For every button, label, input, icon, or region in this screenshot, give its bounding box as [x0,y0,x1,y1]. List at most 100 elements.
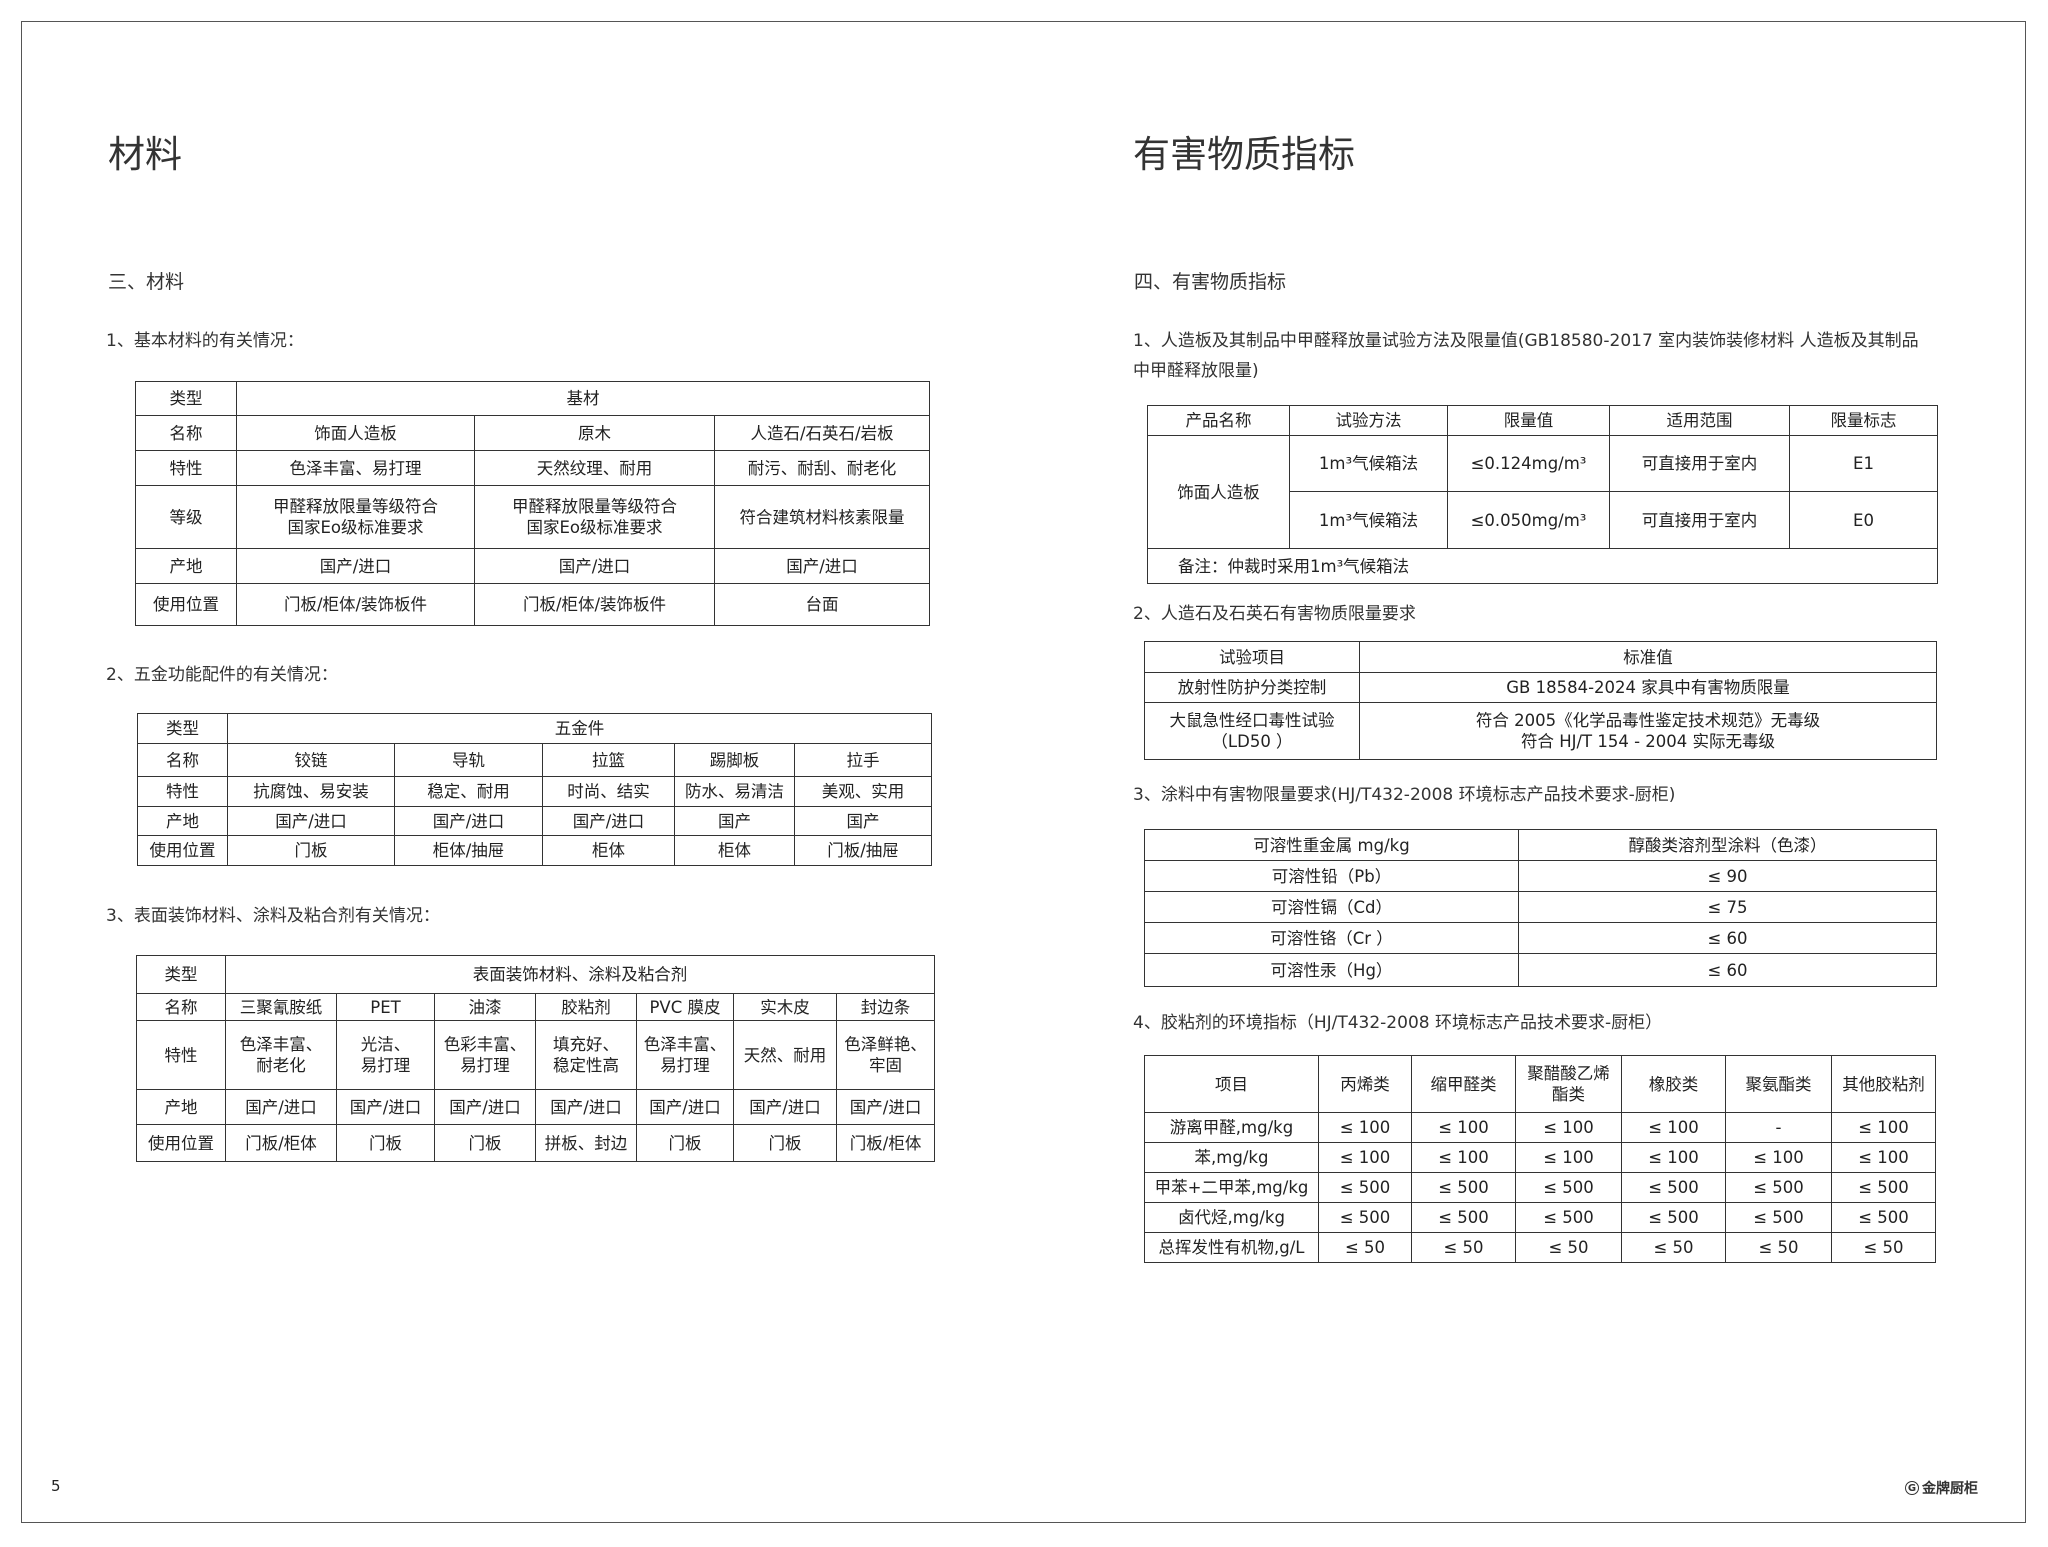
table-cell: 饰面人造板 [1147,435,1290,549]
table-cell: 使用位置 [136,1124,226,1162]
table-cell: 门板/柜体/装饰板件 [474,583,715,626]
table-cell: PVC 膜皮 [636,993,734,1021]
table-cell: 备注：仲裁时采用1m³气候箱法 [1147,548,1938,584]
formaldehyde-heading-line1: 1、人造板及其制品中甲醛释放量试验方法及限量值(GB18580-2017 室内装… [1133,331,1919,351]
table-cell: 符合建筑材料核素限量 [713,485,931,549]
table-cell: 产地 [135,548,237,584]
table-cell: 拉篮 [542,743,675,777]
table-cell: ≤ 500 [1725,1172,1832,1203]
table-cell: 胶粘剂 [535,993,637,1021]
table-cell: 拼板、封边 [535,1124,637,1162]
table-cell: 游离甲醛,mg/kg [1144,1112,1319,1143]
header-cell: 试验方法 [1289,405,1448,436]
table-cell: 甲醛释放限量等级符合 国家Eo级标准要求 [236,485,475,549]
table-cell: 拉手 [793,743,933,777]
table-cell: 铰链 [227,743,395,777]
table-cell: ≤ 100 [1831,1112,1936,1143]
hardware-table: 类型 五金件 名称 铰链 导轨 拉篮 踢脚板 拉手 特性 抗腐蚀、易安装 稳定、耐用 时尚、结实 防水、… [137,713,933,866]
table-cell: 国产/进口 [474,548,715,584]
table-cell: 特性 [137,776,228,807]
table-cell: 色泽鲜艳、 牢固 [835,1020,936,1090]
table-cell: 油漆 [434,993,536,1021]
table-cell: 可溶性铅（Pb） [1144,860,1519,892]
hardware-heading: 2、五金功能配件的有关情况： [106,665,338,685]
table-cell: ≤ 500 [1621,1172,1726,1203]
header-cell: 基材 [235,381,931,416]
basic-materials-heading: 1、基本材料的有关情况： [106,331,304,351]
header-cell: 类型 [137,713,228,744]
header-cell: 产品名称 [1147,405,1290,436]
table-cell: ≤ 100 [1621,1112,1726,1143]
table-cell: 国产/进口 [227,806,395,836]
table-cell: 国产/进口 [542,806,675,836]
table-header-row: 类型 表面装饰材料、涂料及粘合剂 [136,955,936,994]
table-cell: 原木 [474,415,715,451]
table-cell: ≤ 60 [1518,953,1937,987]
table-row: 备注：仲裁时采用1m³气候箱法 [1147,548,1938,584]
table-cell: 国产/进口 [636,1089,734,1125]
header-cell: 类型 [136,955,226,994]
table-cell: ≤ 100 [1621,1142,1726,1173]
table-cell: ≤ 60 [1518,922,1937,954]
table-cell: 苯,mg/kg [1144,1142,1319,1173]
header-cell: 五金件 [226,713,933,744]
table-row: 特性 色泽丰富、 耐老化 光洁、 易打理 色彩丰富、 易打理 填充好、 稳定性高 色泽丰富… [136,1020,936,1090]
table-cell: 甲苯+二甲苯,mg/kg [1144,1172,1319,1203]
table-cell: 大鼠急性经口毒性试验 （LD50 ） [1144,702,1360,760]
table-cell: GB 18584-2024 家具中有害物质限量 [1359,672,1937,703]
table-cell: 色彩丰富、 易打理 [434,1020,536,1090]
table-header-row: 项目 丙烯类 缩甲醛类 聚醋酸乙烯 酯类 橡胶类 聚氨酯类 其他胶粘剂 [1144,1055,1936,1113]
table-cell: 国产/进口 [236,548,475,584]
table-cell: 门板 [434,1124,536,1162]
table-cell: ≤ 50 [1725,1232,1832,1263]
table-cell: 色泽丰富、易打理 [236,450,475,486]
header-cell: 丙烯类 [1318,1055,1412,1113]
table-cell: 国产 [674,806,795,836]
table-cell: 总挥发性有机物,g/L [1144,1232,1319,1263]
formaldehyde-table: 产品名称 试验方法 限量值 适用范围 限量标志 饰面人造板 1m³气候箱法 ≤0.124mg/… [1147,405,1938,584]
table-row: 特性 抗腐蚀、易安装 稳定、耐用 时尚、结实 防水、易清洁 美观、实用 [137,776,933,807]
table-cell: 防水、易清洁 [674,776,795,807]
right-section-heading: 四、有害物质指标 [1134,271,1287,293]
table-cell: 台面 [713,583,931,626]
table-row: 产地 国产/进口 国产/进口 国产/进口 国产/进口 国产/进口 国产/进口 国产/进口 [136,1089,936,1125]
header-cell: 可溶性重金属 mg/kg [1144,829,1519,861]
table-cell: 门板 [336,1124,435,1162]
table-cell: 踢脚板 [674,743,795,777]
table-row: 使用位置 门板/柜体/装饰板件 门板/柜体/装饰板件 台面 [135,583,931,626]
table-cell: PET [336,993,435,1021]
table-cell: 国产 [793,806,933,836]
table-cell: 天然、耐用 [733,1020,837,1090]
table-cell: 柜体 [674,835,795,866]
table-row: 可溶性汞（Hg） ≤ 60 [1144,953,1937,987]
basic-materials-table: 类型 基材 名称 饰面人造板 原木 人造石/石英石/岩板 特性 色泽丰富、易打理 天然纹理、耐用… [135,381,931,626]
header-cell: 表面装饰材料、涂料及粘合剂 [224,955,936,994]
table-row: 放射性防护分类控制 GB 18584-2024 家具中有害物质限量 [1144,672,1937,703]
left-section-heading: 三、材料 [108,271,185,293]
header-cell: 标准值 [1359,641,1937,673]
table-cell: ≤ 90 [1518,860,1937,892]
table-row: 甲苯+二甲苯,mg/kg ≤ 500 ≤ 500 ≤ 500 ≤ 500 ≤ 500 ≤ 5… [1144,1172,1936,1203]
table-cell: ≤ 500 [1318,1172,1412,1203]
table-cell: 使用位置 [135,583,237,626]
table-cell: ≤ 500 [1725,1202,1832,1233]
table-cell: 国产/进口 [535,1089,637,1125]
table-cell: 三聚氰胺纸 [225,993,337,1021]
table-cell: 色泽丰富、 易打理 [636,1020,734,1090]
stone-heading: 2、人造石及石英石有害物质限量要求 [1133,604,1416,624]
table-cell: 国产/进口 [835,1089,936,1125]
table-cell: 时尚、结实 [542,776,675,807]
table-cell: E0 [1789,491,1938,549]
table-cell: 符合 2005《化学品毒性鉴定技术规范》无毒级 符合 HJ/T 154 - 20… [1359,702,1937,760]
table-row: 产地 国产/进口 国产/进口 国产/进口 国产 国产 [137,806,933,836]
table-cell: ≤ 50 [1831,1232,1936,1263]
page-border [21,21,2026,1523]
table-row: 可溶性镉（Cd） ≤ 75 [1144,891,1937,923]
page-number: 5 [51,1477,61,1495]
table-row: 名称 铰链 导轨 拉篮 踢脚板 拉手 [137,743,933,777]
table-cell: 柜体/抽屉 [394,835,543,866]
table-row: 可溶性铅（Pb） ≤ 90 [1144,860,1937,892]
header-cell: 项目 [1144,1055,1319,1113]
table-cell: 国产/进口 [733,1089,837,1125]
table-row: 卤代烃,mg/kg ≤ 500 ≤ 500 ≤ 500 ≤ 500 ≤ 500 ≤ 500 [1144,1202,1936,1233]
